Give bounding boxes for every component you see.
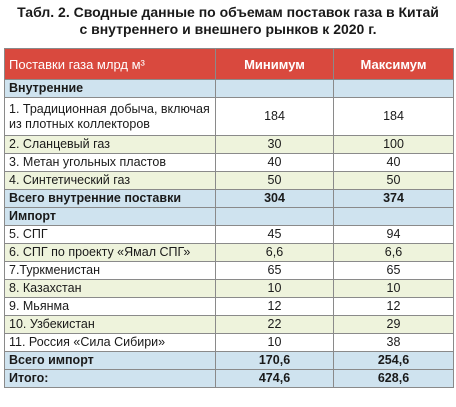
- row-min: 30: [215, 135, 334, 154]
- row-max: 94: [333, 225, 454, 244]
- table-row: 5. СПГ 45 94: [4, 225, 454, 244]
- section-title: Импорт: [4, 207, 216, 226]
- row-name: 1. Традиционная добыча, включая из плотн…: [4, 97, 216, 136]
- row-name: Всего импорт: [4, 351, 216, 370]
- row-name: 9. Мьянма: [4, 297, 216, 316]
- import-total-row: Всего импорт 170,6 254,6: [4, 351, 454, 370]
- header-supplies: Поставки газа млрд м³: [4, 48, 216, 80]
- row-name: 8. Казахстан: [4, 279, 216, 298]
- table-row: 6. СПГ по проекту «Ямал СПГ» 6,6 6,6: [4, 243, 454, 262]
- grand-total-row: Итого: 474,6 628,6: [4, 369, 454, 388]
- row-min: 10: [215, 279, 334, 298]
- row-name: 11. Россия «Сила Сибири»: [4, 333, 216, 352]
- row-name: 4. Синтетический газ: [4, 171, 216, 190]
- row-name: 6. СПГ по проекту «Ямал СПГ»: [4, 243, 216, 262]
- row-min: 65: [215, 261, 334, 280]
- row-min: 474,6: [215, 369, 334, 388]
- section-import: Импорт: [4, 207, 454, 226]
- gas-supply-table: Поставки газа млрд м³ Минимум Максимум В…: [4, 48, 454, 388]
- row-name: 5. СПГ: [4, 225, 216, 244]
- row-min: 184: [215, 97, 334, 136]
- row-max: 6,6: [333, 243, 454, 262]
- table-row: 7.Туркменистан 65 65: [4, 261, 454, 280]
- row-max: 38: [333, 333, 454, 352]
- row-max: 184: [333, 97, 454, 136]
- table-row: 4. Синтетический газ 50 50: [4, 171, 454, 190]
- row-name: 3. Метан угольных пластов: [4, 153, 216, 172]
- row-min: 45: [215, 225, 334, 244]
- section-domestic: Внутренние: [4, 79, 454, 98]
- row-min: 6,6: [215, 243, 334, 262]
- table-row: 3. Метан угольных пластов 40 40: [4, 153, 454, 172]
- row-name: 10. Узбекистан: [4, 315, 216, 334]
- row-name: 7.Туркменистан: [4, 261, 216, 280]
- row-min: 170,6: [215, 351, 334, 370]
- table-row: 9. Мьянма 12 12: [4, 297, 454, 316]
- row-max: 29: [333, 315, 454, 334]
- table-row: 1. Традиционная добыча, включая из плотн…: [4, 97, 454, 136]
- row-max: 100: [333, 135, 454, 154]
- row-name: Всего внутренние поставки: [4, 189, 216, 208]
- row-name: Итого:: [4, 369, 216, 388]
- table-row: 11. Россия «Сила Сибири» 10 38: [4, 333, 454, 352]
- domestic-total-row: Всего внутренние поставки 304 374: [4, 189, 454, 208]
- row-name: 2. Сланцевый газ: [4, 135, 216, 154]
- row-min: 40: [215, 153, 334, 172]
- row-max: 374: [333, 189, 454, 208]
- header-min: Минимум: [215, 48, 334, 80]
- row-min: 12: [215, 297, 334, 316]
- row-min: 50: [215, 171, 334, 190]
- row-min: 304: [215, 189, 334, 208]
- table-row: 2. Сланцевый газ 30 100: [4, 135, 454, 154]
- row-min: 10: [215, 333, 334, 352]
- table-row: 8. Казахстан 10 10: [4, 279, 454, 298]
- caption-line-1: Табл. 2. Сводные данные по объемам поста…: [17, 4, 439, 20]
- row-max: 50: [333, 171, 454, 190]
- row-max: 65: [333, 261, 454, 280]
- table-row: 10. Узбекистан 22 29: [4, 315, 454, 334]
- caption-line-2: с внутреннего и внешнего рынков к 2020 г…: [79, 21, 377, 37]
- header-max: Максимум: [333, 48, 454, 80]
- row-max: 628,6: [333, 369, 454, 388]
- row-max: 12: [333, 297, 454, 316]
- row-max: 40: [333, 153, 454, 172]
- row-max: 254,6: [333, 351, 454, 370]
- table-caption: Табл. 2. Сводные данные по объемам поста…: [0, 0, 456, 38]
- row-min: 22: [215, 315, 334, 334]
- section-title: Внутренние: [4, 79, 216, 98]
- row-max: 10: [333, 279, 454, 298]
- header-row: Поставки газа млрд м³ Минимум Максимум: [4, 48, 454, 80]
